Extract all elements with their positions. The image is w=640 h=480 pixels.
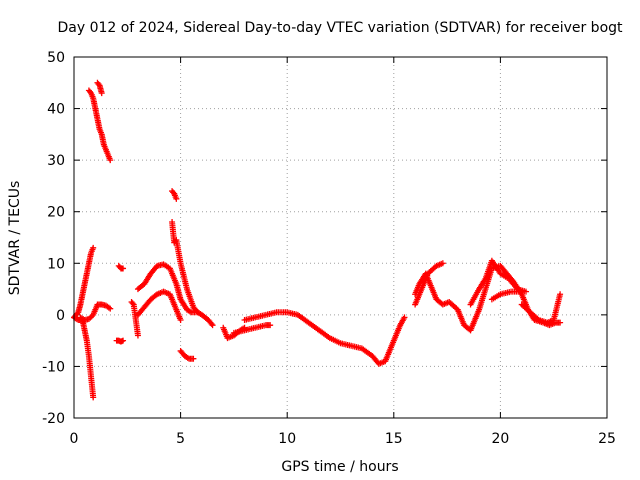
data-points — [71, 79, 564, 401]
data-point-arc-h — [134, 332, 141, 339]
x-tick-label: 0 — [70, 431, 79, 447]
y-tick-label: 10 — [47, 256, 65, 272]
data-point-arc-b — [107, 157, 114, 164]
data-point-arc-l — [193, 307, 200, 314]
x-tick-label: 20 — [491, 431, 509, 447]
chart-title: Day 012 of 2024, Sidereal Day-to-day VTE… — [57, 20, 623, 36]
data-point-arc-e — [107, 305, 114, 312]
data-point-arc-l — [194, 309, 201, 316]
y-tick-label: 50 — [47, 50, 65, 66]
data-point-arc-k — [170, 189, 177, 196]
data-point-arc-g — [120, 265, 127, 272]
data-point-arc-t — [518, 288, 525, 295]
data-point-arc-c — [98, 90, 105, 97]
data-point-arc-j — [177, 317, 184, 324]
x-tick-label: 25 — [598, 431, 616, 447]
data-point-arc-a — [90, 244, 97, 251]
data-point-arc-f — [120, 337, 127, 344]
data-point-arc-d — [90, 394, 97, 401]
data-point-arc-b — [86, 88, 93, 95]
y-axis-title: SDTVAR / TECUs — [7, 181, 23, 296]
y-tick-label: 0 — [56, 308, 65, 324]
data-point-arc-o — [401, 314, 408, 321]
y-tick-label: 30 — [47, 153, 65, 169]
data-point-arc-q — [557, 319, 564, 326]
x-tick-label: 15 — [385, 431, 403, 447]
data-point-arc-i — [209, 322, 216, 329]
data-point-arc-m — [190, 355, 197, 362]
y-tick-label: -20 — [42, 411, 65, 427]
x-tick-label: 10 — [278, 431, 296, 447]
axis-ticks: 0 5 10 15 20 25 -20 -10 0 10 20 30 40 50 — [42, 50, 616, 447]
data-point-arc-p — [267, 322, 274, 329]
data-point-arc-i — [208, 320, 215, 327]
x-tick-label: 5 — [176, 431, 185, 447]
plot-frame — [73, 56, 608, 419]
data-point-arc-r — [439, 260, 446, 267]
data-point-arc-u — [557, 291, 564, 298]
x-axis-title: GPS time / hours — [281, 459, 398, 475]
y-tick-label: -10 — [42, 359, 65, 375]
data-point-arc-k — [173, 195, 180, 202]
grid-lines — [74, 57, 607, 418]
y-tick-label: 20 — [47, 205, 65, 221]
y-tick-label: 40 — [47, 102, 65, 118]
data-point-arc-h — [129, 300, 136, 307]
